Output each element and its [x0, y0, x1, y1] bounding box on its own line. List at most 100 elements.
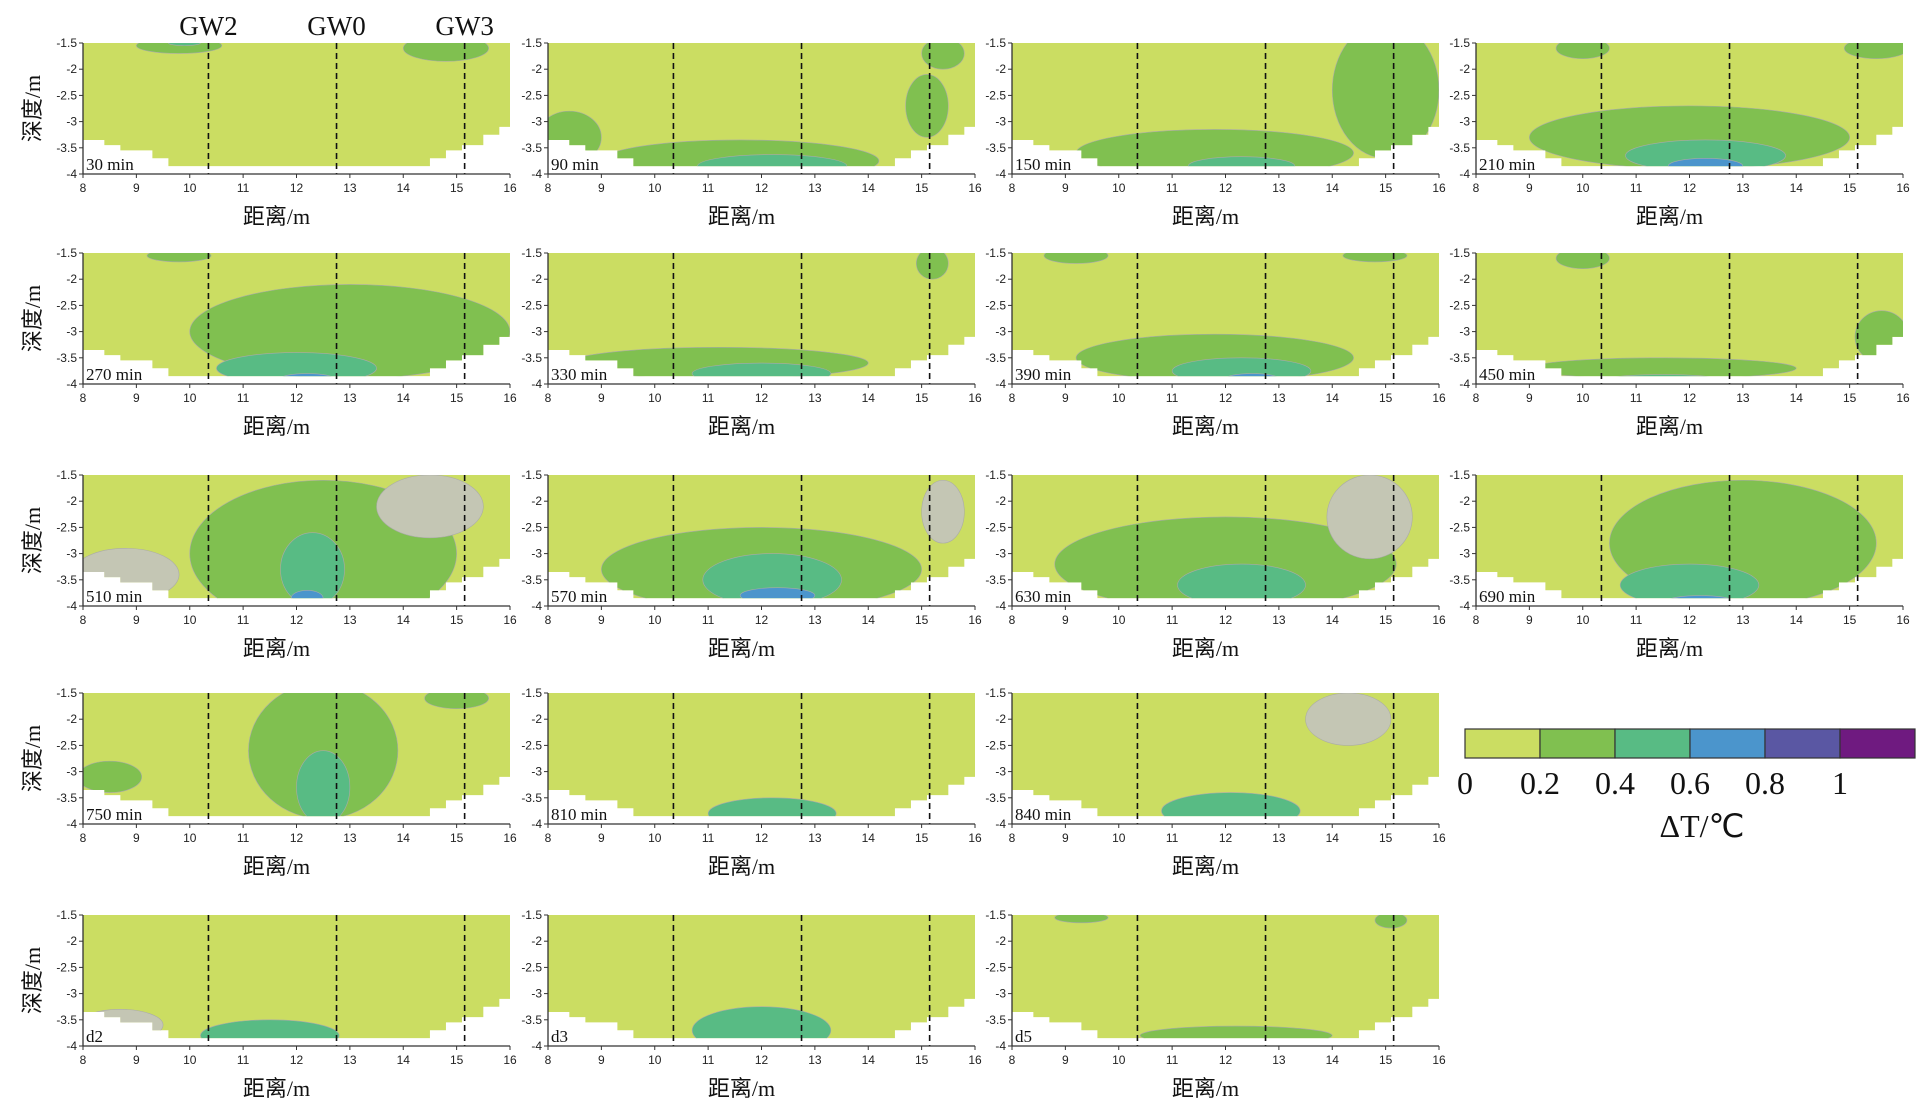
- x-tick-label: 15: [915, 831, 929, 845]
- contour-panel: 8 9 10 11 12 13 14 15 16 -1.5 -2 -2.5 -3 -3.5 -4 630 mi…: [985, 468, 1446, 661]
- x-tick-label: 15: [450, 391, 464, 405]
- y-tick-label: -2: [531, 712, 542, 726]
- contour-panel: 8 9 10 11 12 13 14 15 16 -1.5 -2 -2.5 -3 -3.5 -4 690 mi…: [1449, 468, 1910, 661]
- anomaly-zone-level-3: [280, 373, 335, 377]
- x-tick-label: 14: [397, 1053, 411, 1067]
- y-tick-label: -3: [531, 987, 542, 1001]
- y-tick-label: -1.5: [56, 36, 77, 50]
- contour-panel: 8 9 10 11 12 13 14 15 16 -1.5 -2 -2.5 -3 -3.5 -4 90 min…: [521, 36, 982, 229]
- x-tick-label: 13: [343, 181, 357, 195]
- x-tick-label: 13: [1272, 181, 1286, 195]
- x-tick-label: 15: [915, 391, 929, 405]
- x-tick-label: 13: [808, 391, 822, 405]
- x-tick-label: 13: [1272, 1053, 1286, 1067]
- anomaly-zone-level-1: [905, 74, 949, 138]
- y-tick-label: -3: [531, 765, 542, 779]
- y-tick-label: -2: [531, 62, 542, 76]
- x-tick-label: 10: [648, 181, 662, 195]
- x-tick-label: 9: [1062, 181, 1069, 195]
- x-tick-label: 13: [1736, 391, 1750, 405]
- y-tick-label: -1.5: [1449, 36, 1470, 50]
- anomaly-zone-level-2: [1609, 374, 1717, 377]
- panel-label: 840 min: [1015, 805, 1072, 824]
- y-tick-label: -3.5: [521, 1013, 542, 1027]
- panel-label: 90 min: [551, 155, 599, 174]
- x-tick-label: 13: [808, 831, 822, 845]
- zones: [569, 253, 949, 377]
- domain-fill: [1012, 915, 1439, 1039]
- zones: [136, 43, 489, 62]
- y-axis-label: 深度/m: [20, 725, 45, 792]
- x-axis-label: 距离/m: [708, 1076, 775, 1101]
- y-tick-label: -4: [531, 817, 542, 831]
- x-tick-label: 16: [1432, 181, 1446, 195]
- zones: [1529, 43, 1903, 167]
- y-tick-label: -2: [531, 272, 542, 286]
- x-axis-label: 距离/m: [1636, 636, 1703, 661]
- y-tick-label: -4: [531, 377, 542, 391]
- x-tick-label: 16: [1896, 391, 1910, 405]
- x-tick-label: 9: [133, 613, 140, 627]
- x-tick-label: 9: [133, 831, 140, 845]
- y-tick-label: -2.5: [985, 738, 1006, 752]
- anomaly-zone-level-1: [915, 253, 949, 280]
- y-tick-label: -3: [66, 115, 77, 129]
- y-tick-label: -4: [66, 1039, 77, 1053]
- x-tick-label: 10: [1112, 391, 1126, 405]
- x-tick-label: 10: [648, 613, 662, 627]
- x-tick-label: 9: [598, 181, 605, 195]
- x-tick-label: 14: [397, 613, 411, 627]
- y-tick-label: -2: [66, 934, 77, 948]
- x-tick-label: 14: [1326, 1053, 1340, 1067]
- contour-panel: 8 9 10 11 12 13 14 15 16 -1.5 -2 -2.5 -3 -3.5 -4 510 mi…: [20, 468, 517, 661]
- x-tick-label: 15: [915, 181, 929, 195]
- y-tick-label: -3.5: [1449, 573, 1470, 587]
- y-tick-label: -3.5: [985, 791, 1006, 805]
- y-tick-label: -1.5: [985, 908, 1006, 922]
- zones: [83, 693, 489, 817]
- x-axis-label: 距离/m: [708, 204, 775, 229]
- x-tick-label: 12: [290, 181, 304, 195]
- x-axis-label: 距离/m: [708, 854, 775, 879]
- x-tick-label: 14: [1790, 391, 1804, 405]
- y-tick-label: -2: [531, 494, 542, 508]
- x-tick-label: 11: [1630, 181, 1643, 195]
- x-tick-label: 15: [450, 1053, 464, 1067]
- y-tick-label: -4: [995, 817, 1006, 831]
- y-tick-label: -2: [531, 934, 542, 948]
- panel-label: 810 min: [551, 805, 608, 824]
- x-tick-label: 15: [1379, 181, 1393, 195]
- anomaly-zone-level-2: [280, 532, 345, 599]
- x-tick-label: 9: [1526, 613, 1533, 627]
- x-axis-label: 距离/m: [1172, 204, 1239, 229]
- y-tick-label: -2.5: [985, 960, 1006, 974]
- y-tick-label: -3.5: [985, 351, 1006, 365]
- panel-label: 330 min: [551, 365, 608, 384]
- domain-fill: [1476, 253, 1903, 377]
- y-tick-label: -3: [995, 325, 1006, 339]
- anomaly-zone-level-2: [707, 797, 837, 817]
- panel-label: 570 min: [551, 587, 608, 606]
- x-axis-label: 距离/m: [243, 204, 310, 229]
- contour-panel: 8 9 10 11 12 13 14 15 16 -1.5 -2 -2.5 -3 -3.5 -4 390 mi…: [985, 246, 1446, 439]
- x-tick-label: 13: [1736, 181, 1750, 195]
- x-tick-label: 11: [237, 831, 250, 845]
- x-tick-label: 15: [1843, 181, 1857, 195]
- anomaly-zone-level--1: [376, 475, 484, 539]
- y-tick-label: -1.5: [521, 246, 542, 260]
- x-tick-label: 10: [183, 831, 197, 845]
- anomaly-zone-level-2: [216, 352, 377, 377]
- x-tick-label: 10: [1112, 831, 1126, 845]
- x-tick-label: 15: [1379, 613, 1393, 627]
- x-tick-label: 12: [290, 391, 304, 405]
- x-tick-label: 14: [1326, 181, 1340, 195]
- y-tick-label: -3: [66, 987, 77, 1001]
- x-tick-label: 16: [1896, 613, 1910, 627]
- panel-label: d2: [86, 1027, 103, 1046]
- colorbar-tick-label: 0.8: [1745, 765, 1785, 801]
- panel-label: 630 min: [1015, 587, 1072, 606]
- well-label: GW3: [435, 11, 493, 41]
- x-tick-label: 16: [968, 831, 982, 845]
- y-tick-label: -2: [66, 712, 77, 726]
- y-tick-label: -3.5: [56, 351, 77, 365]
